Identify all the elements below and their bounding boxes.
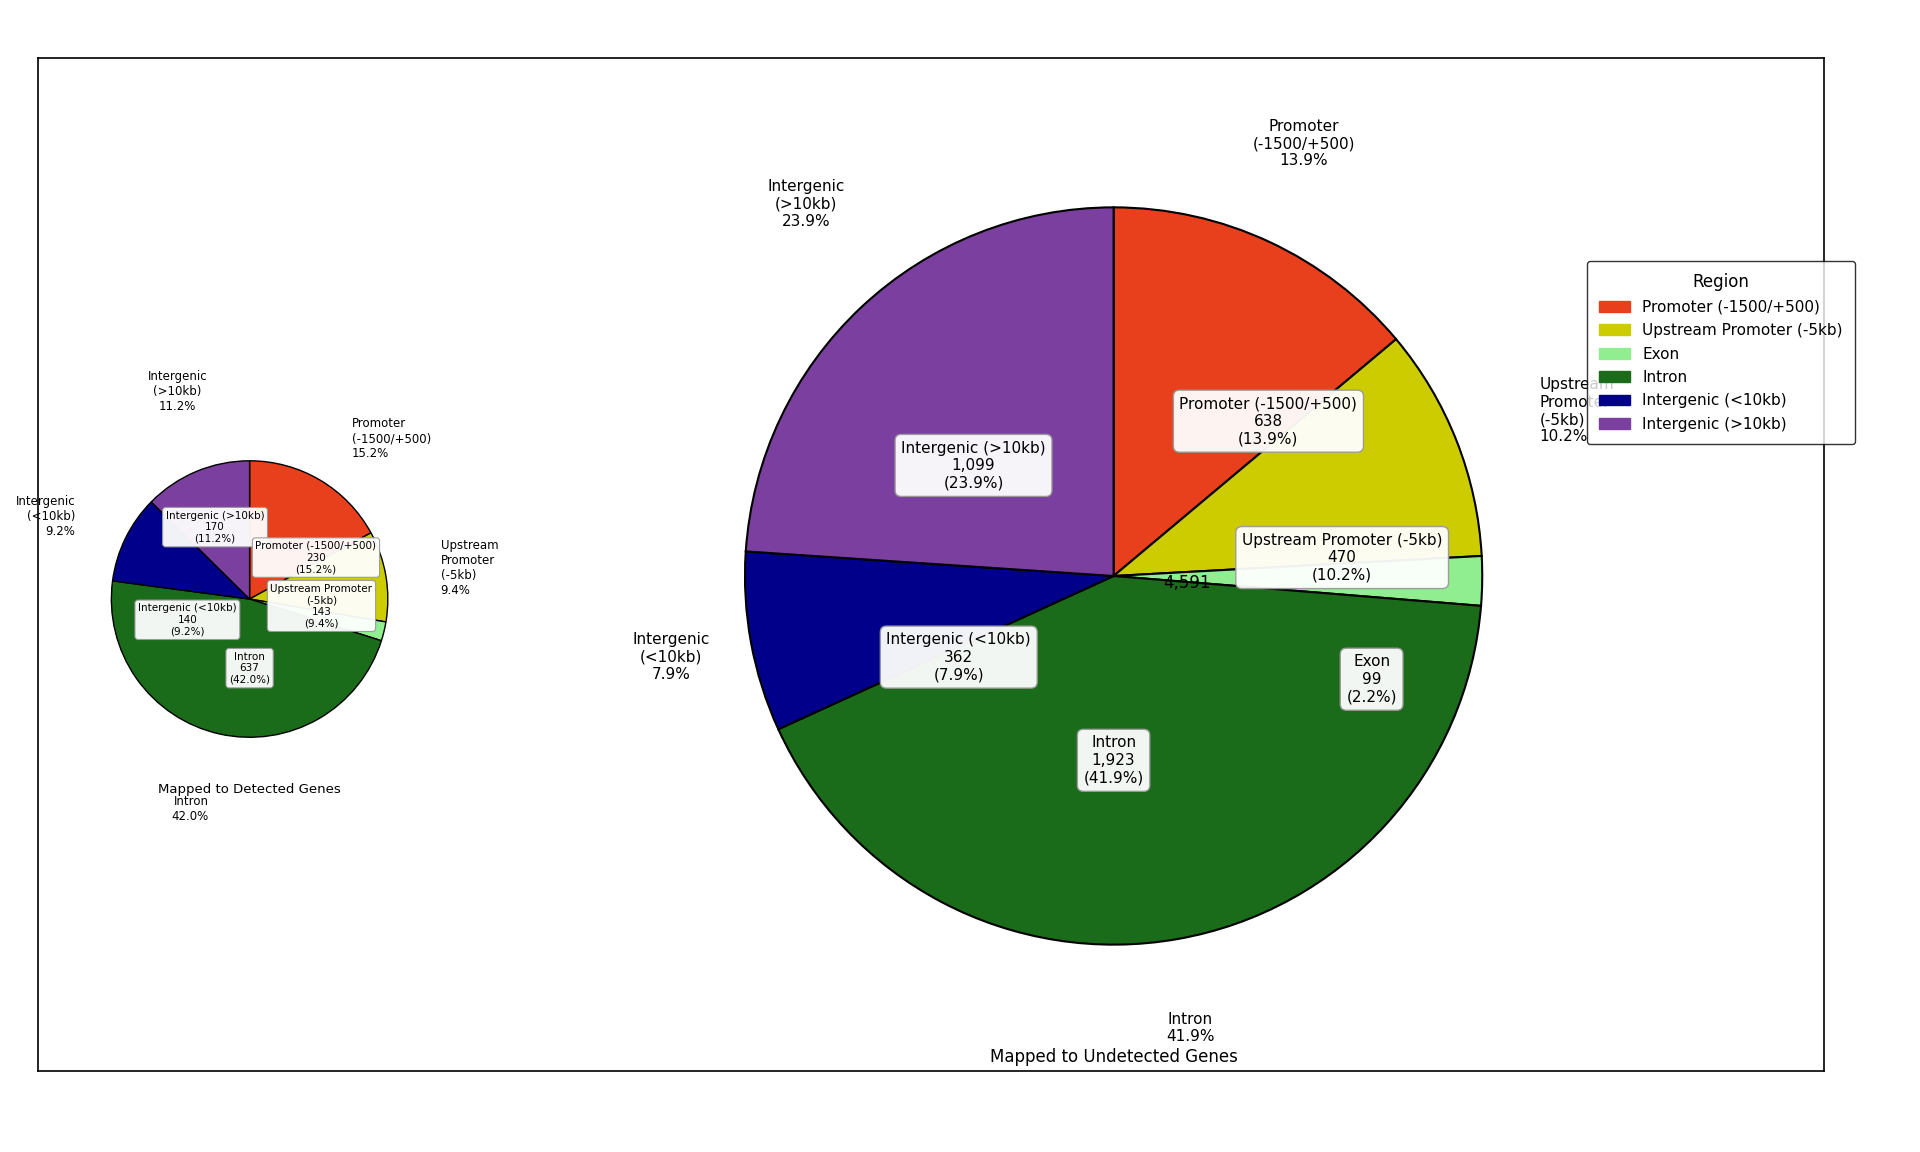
Wedge shape <box>745 207 1114 576</box>
Text: Promoter (-1500/+500)
230
(15.2%): Promoter (-1500/+500) 230 (15.2%) <box>255 541 376 574</box>
Text: Intergenic
(<10kb)
9.2%: Intergenic (<10kb) 9.2% <box>15 495 75 538</box>
X-axis label: Mapped to Detected Genes: Mapped to Detected Genes <box>157 783 342 796</box>
Wedge shape <box>250 533 388 622</box>
Text: Upstream
Promoter
(-5kb)
9.4%: Upstream Promoter (-5kb) 9.4% <box>440 539 497 597</box>
Text: Intergenic (<10kb)
140
(9.2%): Intergenic (<10kb) 140 (9.2%) <box>138 604 236 636</box>
Text: Upstream Promoter (-5kb)
470
(10.2%): Upstream Promoter (-5kb) 470 (10.2%) <box>1242 532 1442 583</box>
Text: Promoter
(-1500/+500)
13.9%: Promoter (-1500/+500) 13.9% <box>1252 119 1356 168</box>
Wedge shape <box>250 461 371 599</box>
Text: Intron
41.9%: Intron 41.9% <box>1165 1011 1213 1044</box>
Text: Intergenic
(>10kb)
11.2%: Intergenic (>10kb) 11.2% <box>148 370 207 414</box>
Text: Intron
42.0%: Intron 42.0% <box>171 795 209 823</box>
Text: Upstream Promoter
(-5kb)
143
(9.4%): Upstream Promoter (-5kb) 143 (9.4%) <box>271 584 372 628</box>
Legend: Promoter (-1500/+500), Upstream Promoter (-5kb), Exon, Intron, Intergenic (<10kb: Promoter (-1500/+500), Upstream Promoter… <box>1588 262 1855 444</box>
Text: Intron
1,923
(41.9%): Intron 1,923 (41.9%) <box>1083 735 1144 786</box>
Text: Promoter
(-1500/+500)
15.2%: Promoter (-1500/+500) 15.2% <box>351 417 430 460</box>
Text: Upstream
Promoter
(-5kb)
10.2%: Upstream Promoter (-5kb) 10.2% <box>1540 377 1615 445</box>
Text: Exon
99
(2.2%): Exon 99 (2.2%) <box>1346 654 1398 704</box>
Wedge shape <box>778 576 1480 945</box>
Text: Intergenic
(<10kb)
7.9%: Intergenic (<10kb) 7.9% <box>632 632 710 682</box>
Text: Intron
637
(42.0%): Intron 637 (42.0%) <box>228 652 271 684</box>
X-axis label: Mapped to Undetected Genes: Mapped to Undetected Genes <box>989 1048 1238 1066</box>
Wedge shape <box>111 581 382 737</box>
Wedge shape <box>250 599 386 641</box>
Wedge shape <box>1114 339 1482 576</box>
Text: 4,591: 4,591 <box>1164 575 1212 592</box>
Text: Intergenic (<10kb)
362
(7.9%): Intergenic (<10kb) 362 (7.9%) <box>887 632 1031 682</box>
Wedge shape <box>1114 207 1396 576</box>
Text: Intergenic (>10kb)
170
(11.2%): Intergenic (>10kb) 170 (11.2%) <box>165 510 265 544</box>
Text: Intergenic (>10kb)
1,099
(23.9%): Intergenic (>10kb) 1,099 (23.9%) <box>900 440 1046 491</box>
Text: Promoter (-1500/+500)
638
(13.9%): Promoter (-1500/+500) 638 (13.9%) <box>1179 396 1357 446</box>
Text: Intergenic
(>10kb)
23.9%: Intergenic (>10kb) 23.9% <box>768 180 845 229</box>
Wedge shape <box>152 461 250 599</box>
Wedge shape <box>745 552 1114 729</box>
Wedge shape <box>1114 556 1482 606</box>
Wedge shape <box>113 502 250 599</box>
